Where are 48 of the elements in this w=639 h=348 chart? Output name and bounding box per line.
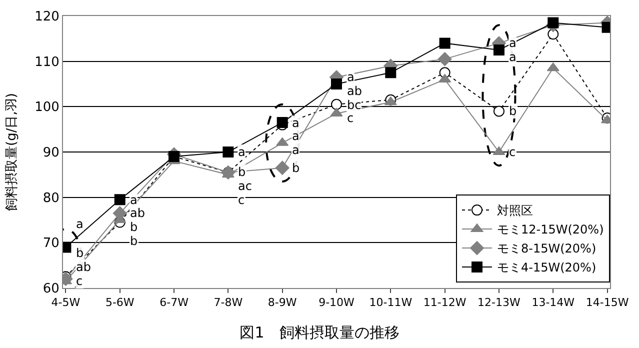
y-tick-label: 110	[34, 54, 60, 70]
data-label: b	[509, 104, 517, 118]
legend-label: 対照区	[497, 204, 533, 218]
data-label: ac	[238, 179, 252, 193]
data-label: c	[509, 145, 516, 159]
y-tick-label: 90	[42, 146, 60, 161]
data-label: b	[238, 165, 246, 179]
data-label: ab	[130, 206, 145, 220]
data-label: a	[130, 193, 138, 207]
x-tick-label: 4-5W	[51, 296, 80, 310]
data-label: c	[238, 193, 245, 207]
text: 図1 飼料摂取量の推移	[240, 324, 400, 342]
data-label: a	[509, 36, 516, 50]
data-label: b	[76, 246, 84, 260]
data-label: bc	[347, 98, 362, 112]
data-label: ab	[76, 260, 91, 274]
y-tick-label: 60	[42, 282, 60, 297]
data-label: c	[76, 274, 83, 288]
y-tick-label: 80	[42, 190, 60, 206]
x-tick-label: 7-8W	[214, 296, 243, 310]
data-label: b	[292, 161, 300, 175]
data-label: c	[347, 111, 354, 125]
data-label: a	[76, 217, 84, 231]
legend-label: モミ8-15W(20%)	[497, 242, 596, 256]
data-label: b	[130, 220, 138, 234]
legend-label: モミ12-15W(20%)	[497, 222, 604, 237]
data-label: a	[292, 116, 300, 130]
data-label: a	[238, 145, 246, 159]
data-label: a	[292, 129, 300, 143]
x-tick-label: 6-7W	[160, 296, 189, 310]
y-tick-label: 120	[34, 10, 60, 25]
data-label: a	[509, 50, 516, 64]
y-tick-label: 100	[34, 100, 60, 116]
x-tick-label: 5-6W	[105, 296, 134, 310]
y-axis-title: 飼料摂取量(g/日,羽)	[4, 93, 20, 211]
x-tick-label: 9-10W	[318, 296, 355, 310]
data-label: a	[347, 70, 354, 84]
data-label: a	[292, 143, 300, 157]
y-tick-label: 70	[42, 236, 60, 252]
data-label: ab	[347, 84, 362, 98]
x-tick-label: 8-9W	[268, 296, 297, 310]
data-label: b	[130, 234, 138, 248]
x-tick-label: 13-14W	[532, 296, 575, 310]
x-tick-label: 14-15W	[586, 296, 629, 310]
x-tick-label: 11-12W	[423, 296, 466, 310]
legend-label: モミ4-15W(20%)	[497, 260, 596, 275]
x-tick-label: 12-13W	[478, 296, 521, 310]
x-tick-label: 10-11W	[369, 296, 412, 310]
